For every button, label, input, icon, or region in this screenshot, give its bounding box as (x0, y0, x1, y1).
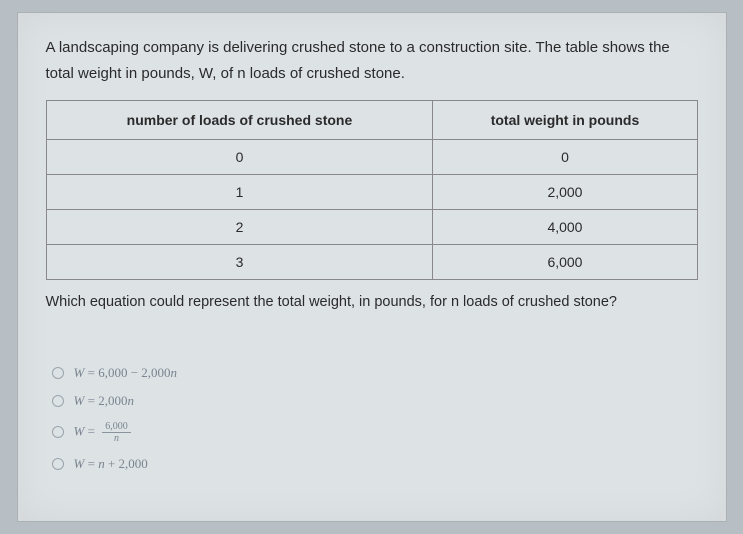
eq-var: n (171, 365, 178, 380)
radio-icon (52, 458, 64, 470)
radio-icon (52, 395, 64, 407)
option-a[interactable]: W = 6,000 − 2,000n (52, 365, 698, 381)
option-d-equation: W = n + 2,000 (74, 456, 148, 472)
question-prompt: Which equation could represent the total… (46, 290, 698, 315)
eq-lhs: W (74, 365, 85, 380)
eq-op: + (108, 456, 115, 471)
cell-loads: 0 (46, 140, 433, 175)
option-b[interactable]: W = 2,000n (52, 393, 698, 409)
data-table: number of loads of crushed stone total w… (46, 100, 698, 280)
cell-weight: 2,000 (433, 175, 697, 210)
question-sheet: A landscaping company is delivering crus… (17, 12, 727, 522)
cell-loads: 1 (46, 175, 433, 210)
col-header-weight: total weight in pounds (433, 101, 697, 140)
table-row: 3 6,000 (46, 245, 697, 280)
eq-sign: = (88, 393, 95, 408)
option-a-equation: W = 6,000 − 2,000n (74, 365, 178, 381)
cell-loads: 2 (46, 210, 433, 245)
col-header-loads: number of loads of crushed stone (46, 101, 433, 140)
table-row: 1 2,000 (46, 175, 697, 210)
question-intro: A landscaping company is delivering crus… (46, 35, 698, 86)
fraction: 6,000 n (102, 421, 131, 444)
option-b-equation: W = 2,000n (74, 393, 134, 409)
eq-lhs: W (74, 423, 85, 438)
table-row: 0 0 (46, 140, 697, 175)
radio-icon (52, 367, 64, 379)
eq-term: 2,000 (98, 393, 127, 408)
cell-weight: 0 (433, 140, 697, 175)
frac-numerator: 6,000 (102, 421, 131, 433)
eq-term: 2,000 (119, 456, 148, 471)
eq-var: n (98, 456, 105, 471)
eq-sign: = (88, 365, 95, 380)
cell-loads: 3 (46, 245, 433, 280)
eq-op: − (131, 365, 138, 380)
option-c-equation: W = 6,000 n (74, 421, 131, 444)
eq-sign: = (88, 456, 95, 471)
frac-denominator: n (111, 433, 122, 444)
eq-lhs: W (74, 393, 85, 408)
cell-weight: 4,000 (433, 210, 697, 245)
radio-icon (52, 426, 64, 438)
option-d[interactable]: W = n + 2,000 (52, 456, 698, 472)
eq-term: 6,000 (98, 365, 127, 380)
eq-term: 2,000 (141, 365, 170, 380)
eq-lhs: W (74, 456, 85, 471)
option-c[interactable]: W = 6,000 n (52, 421, 698, 444)
table-header-row: number of loads of crushed stone total w… (46, 101, 697, 140)
cell-weight: 6,000 (433, 245, 697, 280)
eq-sign: = (88, 423, 95, 438)
table-row: 2 4,000 (46, 210, 697, 245)
answer-options: W = 6,000 − 2,000n W = 2,000n W = 6,000 (46, 365, 698, 472)
eq-var: n (127, 393, 134, 408)
